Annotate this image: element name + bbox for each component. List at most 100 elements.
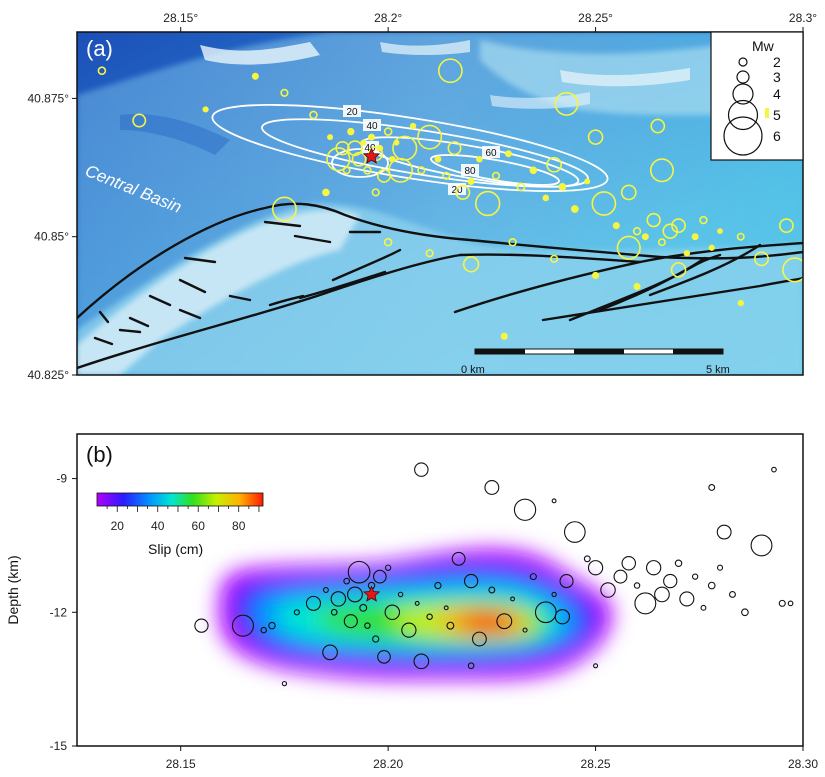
fault-segment [268, 294, 305, 307]
legend-symbol [738, 57, 748, 67]
fault-segment [331, 248, 402, 282]
epicenter-point [97, 66, 107, 76]
epicenters [97, 58, 803, 340]
hypocenter-point [551, 498, 557, 504]
hypocenter-point [488, 586, 496, 594]
epicenter-point [271, 196, 297, 222]
hypocenter-point [510, 596, 516, 602]
hypocenter-point [634, 592, 657, 615]
epicenter-point [467, 177, 475, 185]
y-tick-label: -9 [56, 472, 67, 486]
hypocenter-point [700, 604, 707, 611]
y-tick-label: 40.825° [27, 368, 69, 382]
epicenter-point [335, 140, 350, 156]
hypocenter-point [347, 560, 371, 584]
hypocenter-point [554, 609, 571, 625]
hypocenter-point [600, 582, 616, 598]
epicenter-point [309, 110, 318, 120]
hypocenter-point [194, 618, 209, 633]
hypocenter-point [451, 551, 466, 566]
hypocenter-point [443, 605, 449, 611]
hypocenter-point [613, 569, 628, 584]
svg-text:20: 20 [346, 107, 358, 118]
epicenter-point [251, 72, 259, 80]
mainshock-star-icon [362, 147, 381, 164]
epicenter-point [549, 254, 559, 263]
legend-symbol [727, 99, 759, 131]
scale-bar-end: 5 km [706, 364, 730, 376]
epicenter-point [417, 124, 443, 150]
fault-segment [183, 256, 217, 264]
epicenter-point [699, 215, 708, 225]
hypocenter-point [322, 644, 338, 661]
epicenter-point [587, 129, 604, 145]
epicenter-point [442, 171, 451, 180]
panel-b-ticks: 28.15 28.20 28.25 28.30 -9 -12 -15 [50, 472, 819, 771]
epicenter-point [437, 58, 463, 84]
legend-marker [765, 108, 769, 118]
hypocenter-point [750, 534, 773, 557]
epicenter-point [455, 184, 471, 200]
hypocenter-point [347, 586, 363, 603]
fault-segment [178, 308, 202, 320]
epicenter-point [616, 235, 641, 260]
hypocenter-point [401, 622, 417, 638]
hypocenter-point [674, 559, 683, 568]
hypocenter-point [467, 662, 475, 670]
hypocenter-point [729, 591, 736, 598]
bathymetry-relief [77, 32, 803, 375]
hypocenter-point [513, 498, 537, 521]
colorbar-ticks: 20 40 60 80 [106, 506, 260, 533]
hypocenter-point [384, 564, 392, 571]
epicenter-point [417, 166, 426, 175]
colorbar-tick-label: 40 [151, 519, 165, 533]
epicenter-point [633, 282, 641, 290]
legend-symbol [723, 116, 763, 156]
epicenter-point [360, 139, 367, 146]
legend-title: Mw [752, 38, 775, 54]
fault-segment [228, 294, 252, 302]
epicenter-point [500, 332, 508, 340]
hypocenters [194, 462, 794, 687]
x-tick-label: 28.25° [578, 11, 613, 25]
svg-text:80: 80 [464, 166, 476, 177]
fault-segment [298, 270, 387, 300]
epicenter-point [779, 218, 794, 234]
hypocenter-point [231, 614, 254, 637]
epicenter-point [347, 140, 363, 157]
epicenter-point [516, 182, 526, 192]
colorbar-gradient [96, 492, 264, 507]
epicenter-point [322, 188, 330, 197]
epicenter-point [383, 237, 393, 247]
hypocenter-point [413, 653, 430, 670]
fault-segment [148, 294, 172, 307]
epicenter-point [717, 228, 723, 235]
epicenter-point [632, 226, 642, 236]
hypocenter-point [716, 524, 732, 540]
epicenter-point [620, 184, 637, 201]
y-tick-label: 40.85° [34, 230, 69, 244]
x-tick-label: 28.2° [374, 11, 402, 25]
epicenter-point [683, 250, 691, 257]
epicenter-point [650, 118, 666, 134]
hypocenter-point [293, 609, 300, 616]
fault-segment [293, 234, 332, 244]
epicenter-point [202, 106, 209, 113]
epicenter-point [392, 135, 418, 161]
panel-b: (b) 20 40 60 80 Slip (cm) Depth (km) 28.15 2… [5, 433, 819, 771]
epicenter-point [691, 233, 699, 241]
slip-contour-20 [211, 104, 609, 192]
colorbar-tick-label: 60 [192, 519, 206, 533]
hypocenter-point [551, 591, 557, 598]
hypocenter-point [654, 586, 670, 603]
epicenter-point [351, 151, 367, 167]
hypocenter-point [372, 569, 387, 584]
epicenter-point [326, 147, 351, 172]
hypocenter-point [522, 627, 528, 633]
fault-segment [128, 316, 150, 328]
epicenter-point [447, 141, 462, 156]
slip-contour-label: 60 [482, 146, 500, 159]
epicenter-point [612, 222, 620, 230]
slip-distribution [218, 548, 612, 680]
epicenter-point [327, 134, 334, 141]
